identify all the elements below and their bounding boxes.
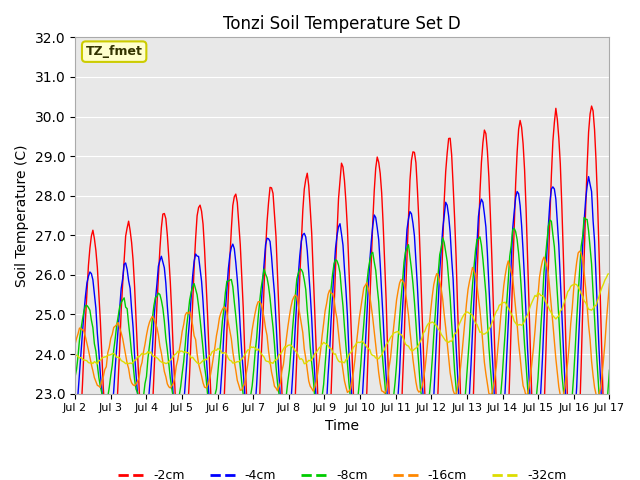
-16cm: [579, 256, 586, 262]
-16cm: [137, 365, 145, 371]
-8cm: [230, 299, 238, 305]
-8cm: [305, 324, 312, 330]
Legend: -2cm, -4cm, -8cm, -16cm, -32cm: -2cm, -4cm, -8cm, -16cm, -32cm: [113, 464, 572, 480]
-32cm: [137, 352, 145, 358]
Text: TZ_fmet: TZ_fmet: [86, 45, 143, 58]
-8cm: [257, 285, 265, 291]
-4cm: [248, 428, 256, 434]
-8cm: [576, 268, 584, 274]
-8cm: [580, 215, 588, 220]
-32cm: [71, 353, 79, 359]
-2cm: [576, 411, 584, 417]
-32cm: [605, 271, 613, 276]
-16cm: [230, 359, 238, 364]
Line: -8cm: -8cm: [75, 217, 609, 426]
-4cm: [576, 314, 584, 320]
-16cm: [576, 248, 584, 254]
-8cm: [248, 383, 256, 389]
-2cm: [71, 469, 79, 475]
-4cm: [71, 419, 79, 424]
Line: -16cm: -16cm: [75, 251, 609, 396]
-32cm: [577, 291, 585, 297]
Line: -32cm: -32cm: [75, 274, 609, 364]
-8cm: [600, 423, 607, 429]
-4cm: [603, 448, 611, 454]
-32cm: [307, 358, 314, 364]
-2cm: [305, 183, 312, 189]
-32cm: [259, 352, 266, 358]
Line: -2cm: -2cm: [75, 106, 609, 480]
-8cm: [605, 367, 613, 373]
-16cm: [305, 378, 312, 384]
-16cm: [257, 301, 265, 307]
-4cm: [257, 305, 265, 311]
-8cm: [71, 374, 79, 380]
X-axis label: Time: Time: [325, 419, 359, 433]
-4cm: [305, 270, 312, 276]
-32cm: [195, 361, 202, 367]
Title: Tonzi Soil Temperature Set D: Tonzi Soil Temperature Set D: [223, 15, 461, 33]
-16cm: [522, 394, 530, 399]
-32cm: [250, 344, 257, 350]
Line: -4cm: -4cm: [75, 177, 609, 451]
-4cm: [605, 430, 613, 435]
-4cm: [230, 246, 238, 252]
-4cm: [585, 174, 593, 180]
-2cm: [257, 356, 265, 361]
-16cm: [248, 327, 256, 333]
Y-axis label: Soil Temperature (C): Soil Temperature (C): [15, 144, 29, 287]
-2cm: [588, 103, 595, 109]
-2cm: [137, 417, 145, 422]
-2cm: [230, 194, 238, 200]
-32cm: [232, 360, 239, 365]
-16cm: [71, 342, 79, 348]
-4cm: [137, 423, 145, 429]
-8cm: [137, 399, 145, 405]
-16cm: [605, 281, 613, 287]
